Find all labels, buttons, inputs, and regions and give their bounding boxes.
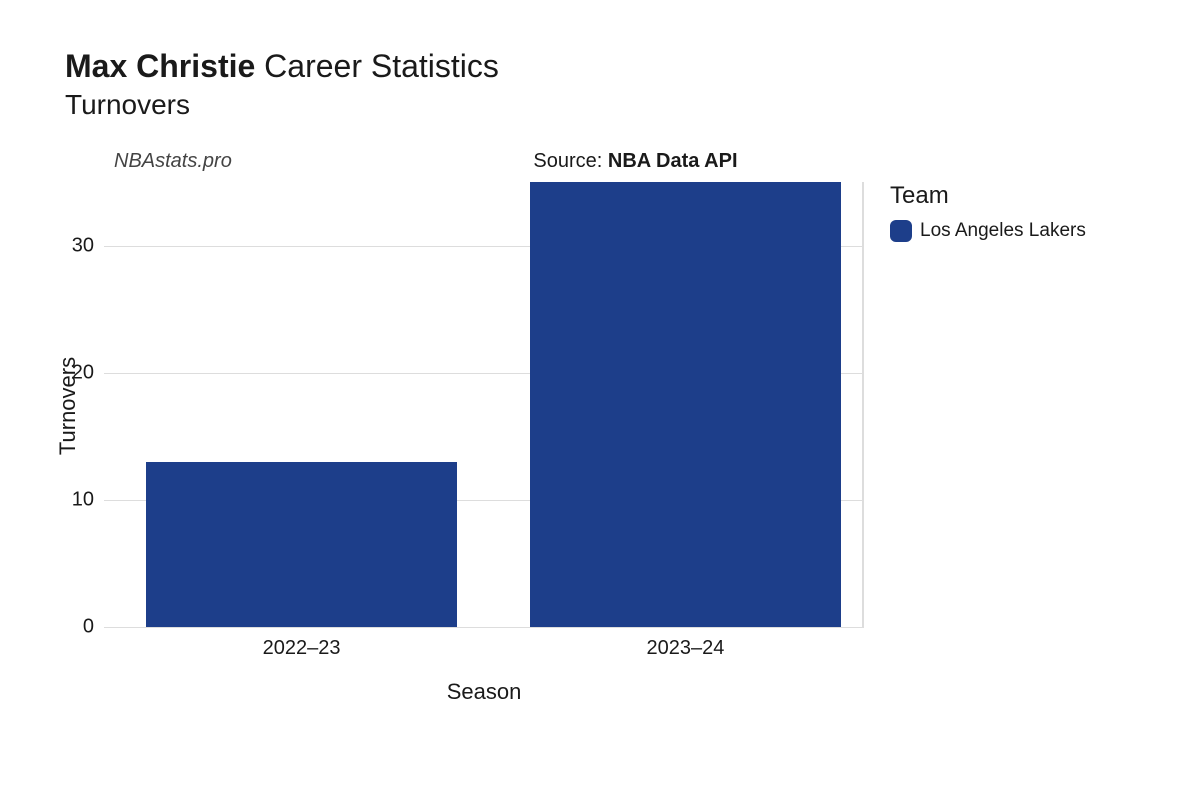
player-name: Max Christie — [65, 48, 255, 84]
x-tick-label: 2023–24 — [646, 627, 724, 660]
bar-chart-plot-area: 01020302022–232023–24 — [104, 182, 864, 627]
source-name: NBA Data API — [608, 150, 738, 172]
legend-swatch — [890, 220, 912, 242]
bar — [146, 462, 458, 627]
legend-title: Team — [890, 182, 1086, 210]
y-axis-title: Turnovers — [55, 356, 81, 454]
x-tick-label: 2022–23 — [263, 627, 341, 660]
plot-right-border — [862, 182, 864, 627]
legend: Team Los Angeles Lakers — [890, 182, 1086, 242]
legend-item: Los Angeles Lakers — [890, 220, 1086, 242]
legend-label: Los Angeles Lakers — [920, 220, 1086, 242]
y-tick-label: 10 — [72, 488, 104, 511]
chart-title: Max Christie Career Statistics Turnovers — [65, 48, 499, 121]
grid-line — [104, 627, 864, 628]
title-suffix: Career Statistics — [264, 48, 499, 84]
bar — [530, 182, 842, 627]
y-tick-label: 30 — [72, 234, 104, 257]
watermark: NBAstats.pro — [114, 150, 232, 173]
y-tick-label: 0 — [83, 616, 104, 639]
chart-title-line1: Max Christie Career Statistics — [65, 48, 499, 85]
chart-subtitle: Turnovers — [65, 89, 499, 121]
source-prefix: Source: — [533, 150, 607, 172]
source-attribution: Source: NBA Data API — [533, 150, 737, 173]
x-axis-title: Season — [447, 679, 522, 705]
